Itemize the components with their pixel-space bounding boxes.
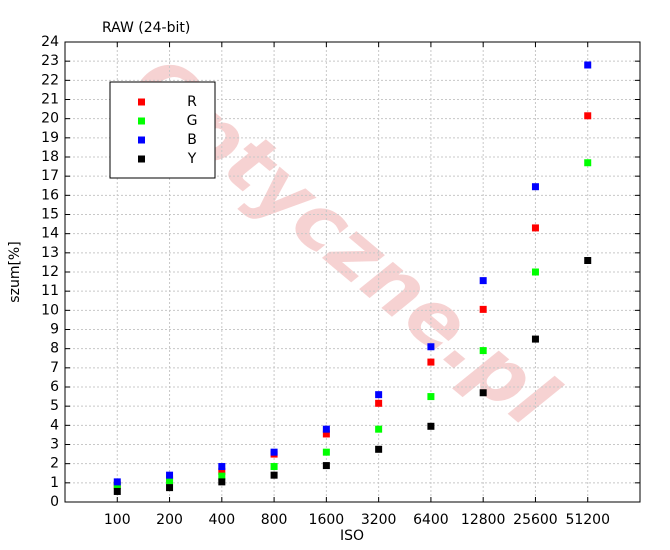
point [531, 335, 539, 343]
point [427, 393, 435, 401]
x-tick-label: 200 [156, 512, 183, 528]
y-tick-label: 23 [41, 53, 59, 69]
y-tick-label: 21 [41, 92, 59, 108]
legend-box [109, 81, 216, 179]
point [166, 471, 174, 479]
x-tick-label: 3200 [361, 512, 397, 528]
point [584, 257, 592, 264]
y-tick-label: 6 [50, 379, 59, 395]
y-tick-label: 10 [41, 302, 59, 318]
y-tick-label: 9 [50, 322, 59, 338]
point [531, 268, 539, 276]
y-tick-label: 14 [41, 226, 59, 242]
point [584, 112, 592, 120]
y-tick-label: 5 [50, 398, 59, 414]
x-tick-label: 400 [208, 512, 235, 528]
y-tick-label: 24 [41, 34, 59, 50]
plot-frame [64, 41, 641, 503]
y-tick-label: 12 [41, 264, 59, 280]
point [427, 422, 435, 430]
y-tick-label: 7 [50, 360, 59, 376]
point [322, 430, 330, 438]
x-tick-label: 6400 [413, 512, 449, 528]
legend-label: R [187, 94, 197, 110]
legend-marker [138, 98, 145, 106]
y-tick-label: 8 [50, 341, 59, 357]
point [584, 159, 592, 167]
legend-marker [138, 136, 145, 144]
y-tick-label: 2 [50, 456, 59, 472]
y-tick-label: 20 [41, 111, 59, 127]
point [270, 448, 278, 456]
point [166, 484, 174, 492]
plot-area: 0123456789101112131415161718192021222324… [41, 34, 641, 528]
y-tick-label: 19 [41, 130, 59, 146]
y-axis-label: szum[%] [7, 241, 23, 302]
y-tick-label: 18 [41, 149, 59, 165]
point [427, 358, 435, 366]
y-tick-label: 1 [50, 475, 59, 491]
chart-title: RAW (24-bit) [102, 20, 190, 36]
point [218, 467, 226, 475]
point [113, 487, 121, 495]
point [531, 224, 539, 232]
point [218, 472, 226, 480]
y-tick-label: 13 [41, 245, 59, 261]
legend-label: G [187, 113, 198, 129]
y-tick-label: 11 [41, 283, 59, 299]
point [270, 463, 278, 471]
point [113, 478, 121, 486]
point [166, 477, 174, 485]
point [375, 425, 383, 433]
x-tick-label: 12800 [461, 512, 506, 528]
x-tick-label: 100 [104, 512, 131, 528]
point [218, 463, 226, 471]
point [322, 462, 330, 470]
x-tick-label: 25600 [513, 512, 558, 528]
point [375, 391, 383, 399]
y-tick-label: 4 [50, 417, 59, 433]
point [322, 425, 330, 433]
legend-label: B [187, 132, 197, 148]
y-tick-label: 15 [41, 207, 59, 223]
point [479, 277, 487, 285]
point [270, 471, 278, 479]
point [531, 183, 539, 191]
x-tick-label: 1600 [309, 512, 345, 528]
point [322, 448, 330, 456]
x-axis-label: ISO [340, 528, 364, 544]
point [218, 478, 226, 486]
point [479, 389, 487, 397]
x-tick-label: 51200 [565, 512, 610, 528]
point [584, 61, 592, 69]
y-tick-label: 3 [50, 437, 59, 453]
legend-label: Y [187, 151, 197, 167]
legend-marker [138, 155, 145, 163]
point [479, 347, 487, 355]
y-tick-label: 16 [41, 187, 59, 203]
x-tick-label: 800 [261, 512, 288, 528]
y-tick-label: 17 [41, 168, 59, 184]
legend-marker [138, 117, 145, 125]
y-tick-label: 22 [41, 72, 59, 88]
point [479, 305, 487, 313]
point [375, 399, 383, 407]
point [113, 482, 121, 490]
point [375, 445, 383, 453]
point [427, 343, 435, 351]
y-tick-label: 0 [50, 494, 59, 510]
